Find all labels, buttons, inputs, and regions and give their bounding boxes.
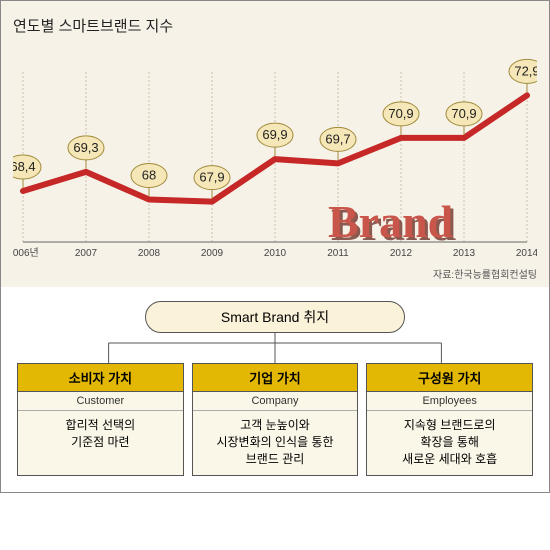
x-tick-label: 2007	[75, 248, 98, 259]
tree-column: 기업 가치Company고객 눈높이와시장변화의 인식을 통한브랜드 관리	[192, 363, 359, 476]
infographic-root: 연도별 스마트브랜드 지수 Brand Brand 68,4 69,3 68 67,9…	[0, 0, 550, 493]
value-label: 70,9	[388, 106, 413, 121]
tree-connectors	[11, 333, 539, 363]
value-label: 69,7	[325, 131, 350, 146]
value-label: 68	[142, 168, 156, 183]
tree-col-header-en: Customer	[18, 392, 183, 411]
tree-column: 소비자 가치Customer합리적 선택의기준점 마련	[17, 363, 184, 476]
tree-col-body: 지속형 브랜드로의확장을 통해새로운 세대와 호흡	[367, 411, 532, 475]
line-chart: Brand Brand 68,4 69,3 68 67,9 69,9 69,7 70,9 70…	[13, 44, 537, 264]
value-label: 69,3	[73, 140, 98, 155]
tree-col-body: 고객 눈높이와시장변화의 인식을 통한브랜드 관리	[193, 411, 358, 475]
x-tick-label: 2008	[138, 248, 161, 259]
x-tick-label: 2009	[201, 248, 224, 259]
brand-decoration: Brand Brand	[328, 196, 457, 250]
x-tick-label: 2013	[453, 248, 476, 259]
tree-root: Smart Brand 취지	[145, 301, 405, 333]
value-label: 67,9	[199, 170, 224, 185]
svg-text:Brand: Brand	[328, 196, 454, 247]
tree-col-body: 합리적 선택의기준점 마련	[18, 411, 183, 459]
tree-columns: 소비자 가치Customer합리적 선택의기준점 마련기업 가치Company고…	[11, 363, 539, 476]
x-tick-label: 2011	[327, 248, 349, 259]
tree-col-header-en: Company	[193, 392, 358, 411]
value-label: 70,9	[451, 106, 476, 121]
value-label: 68,4	[13, 159, 36, 174]
x-tick-label: 2010	[264, 248, 287, 259]
x-tick-label: 2012	[390, 248, 413, 259]
tree-col-header-ko: 소비자 가치	[18, 364, 183, 392]
chart-area: 연도별 스마트브랜드 지수 Brand Brand 68,4 69,3 68 67,9…	[1, 1, 549, 287]
tree-col-header-ko: 구성원 가치	[367, 364, 532, 392]
value-label: 72,9	[514, 63, 537, 78]
tree-column: 구성원 가치Employees지속형 브랜드로의확장을 통해새로운 세대와 호흡	[366, 363, 533, 476]
tree-col-header-ko: 기업 가치	[193, 364, 358, 392]
chart-title: 연도별 스마트브랜드 지수	[13, 15, 537, 36]
chart-source: 자료:한국능률협회컨설팅	[13, 266, 537, 281]
x-tick-label: 2006년	[13, 247, 39, 259]
value-label: 69,9	[262, 127, 287, 142]
tree-area: Smart Brand 취지 소비자 가치Customer합리적 선택의기준점 …	[1, 287, 549, 492]
tree-col-header-en: Employees	[367, 392, 532, 411]
x-tick-label: 2014	[516, 248, 537, 259]
